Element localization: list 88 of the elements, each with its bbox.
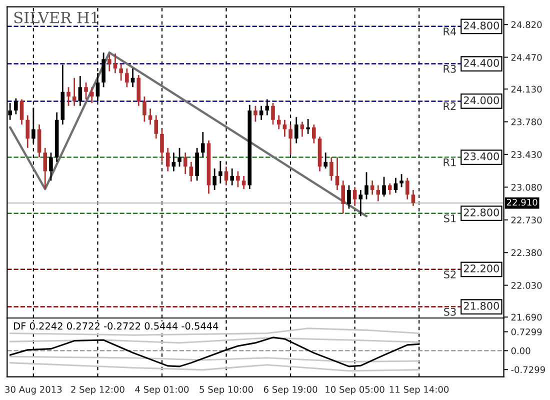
- y-tick-label: 22.730: [511, 216, 542, 224]
- y-tick-label: 23.430: [511, 151, 542, 158]
- annotation: 24.000: [464, 96, 499, 104]
- candlestick: [218, 160, 222, 184]
- candlestick: [43, 147, 48, 190]
- candlestick: [125, 68, 129, 88]
- candlestick: [84, 82, 88, 100]
- candlestick: [136, 74, 141, 107]
- candlestick: [26, 114, 30, 149]
- candlestick: [230, 168, 234, 186]
- candlestick: [154, 114, 158, 140]
- annotation: 22.800: [464, 208, 499, 216]
- candlestick: [294, 116, 298, 144]
- candlestick: [108, 54, 112, 72]
- x-tick-label: 11 Sep 14:00: [390, 386, 449, 395]
- candlestick: [341, 180, 346, 214]
- candlestick: [330, 156, 334, 182]
- y-tick-label: 0.7299: [511, 328, 542, 336]
- candlestick: [49, 152, 53, 182]
- candlestick: [288, 124, 292, 156]
- x-tick-label: 2 Sep 12:00: [71, 386, 124, 395]
- x-tick-label: 4 Sep 01:00: [135, 386, 189, 395]
- candlestick: [405, 177, 410, 200]
- candlestick: [148, 108, 152, 126]
- ref-line-label: R3: [444, 64, 456, 73]
- candlestick: [388, 182, 392, 196]
- candlestick: [364, 172, 368, 200]
- y-tick-label: 21.690: [511, 314, 542, 321]
- ref-line-label: 22.910: [506, 198, 538, 206]
- candlestick: [236, 170, 240, 188]
- y-tick-label: 24.470: [511, 54, 542, 61]
- candlestick: [142, 96, 146, 122]
- ref-line-label: R4: [444, 28, 456, 36]
- annotation: 22.200: [464, 264, 499, 272]
- candlestick: [394, 177, 398, 194]
- ref-line-label: R1: [444, 158, 456, 166]
- chart-title: SILVER H1: [14, 12, 98, 24]
- candlestick: [400, 173, 404, 188]
- candlestick: [312, 124, 316, 144]
- candlestick: [352, 186, 357, 207]
- candlestick: [242, 175, 246, 190]
- candlestick: [20, 98, 24, 126]
- candlestick: [90, 86, 94, 104]
- y-tick-label: 22.030: [511, 282, 542, 289]
- y-tick-label: 24.820: [511, 21, 542, 28]
- candlestick: [271, 102, 275, 126]
- y-tick-label: -0.7299: [511, 366, 545, 374]
- candlestick: [411, 189, 416, 207]
- candlestick: [166, 147, 170, 172]
- candlestick: [178, 147, 182, 168]
- y-tick-label: 23.080: [511, 184, 542, 191]
- annotation: 21.800: [464, 302, 499, 310]
- candlestick: [254, 105, 258, 122]
- candlestick: [102, 52, 106, 88]
- y-tick-label: 0.00: [511, 347, 530, 354]
- candlestick: [14, 98, 18, 115]
- ref-line-label: R2: [444, 102, 456, 110]
- candlestick: [37, 124, 42, 158]
- candlestick: [66, 86, 70, 107]
- y-tick-label: 24.130: [511, 86, 542, 93]
- annotation: 24.400: [464, 58, 499, 67]
- x-tick-label: 10 Sep 05:00: [326, 386, 384, 395]
- candlestick: [335, 156, 340, 191]
- y-tick-label: 22.380: [511, 249, 542, 256]
- candlestick: [212, 168, 216, 191]
- candlestick: [324, 152, 328, 170]
- candlestick: [160, 128, 164, 162]
- x-tick-label: 30 Aug 2013: [5, 386, 62, 395]
- candlestick: [119, 63, 123, 82]
- chart-title: DF 0.2242 0.2722 -0.2722 0.5444 -0.5444: [14, 322, 218, 330]
- candlestick: [78, 75, 82, 107]
- ref-line-label: S3: [444, 308, 456, 316]
- x-tick-label: 6 Sep 19:00: [264, 386, 318, 395]
- candlestick: [382, 176, 386, 198]
- candlestick: [183, 152, 188, 175]
- candlestick: [195, 147, 199, 182]
- candlestick: [200, 131, 205, 158]
- y-tick-label: 23.780: [511, 118, 542, 126]
- line-series: [8, 51, 368, 218]
- annotation: 23.400: [464, 152, 499, 160]
- line-series: [9, 362, 420, 372]
- candlestick: [347, 184, 351, 210]
- candlestick: [358, 189, 363, 217]
- candlestick: [189, 161, 194, 182]
- ref-line-label: S2: [444, 270, 456, 278]
- ref-line-label: S1: [444, 214, 456, 222]
- x-tick-label: 5 Sep 10:00: [200, 386, 253, 395]
- annotation: 24.800: [464, 22, 499, 30]
